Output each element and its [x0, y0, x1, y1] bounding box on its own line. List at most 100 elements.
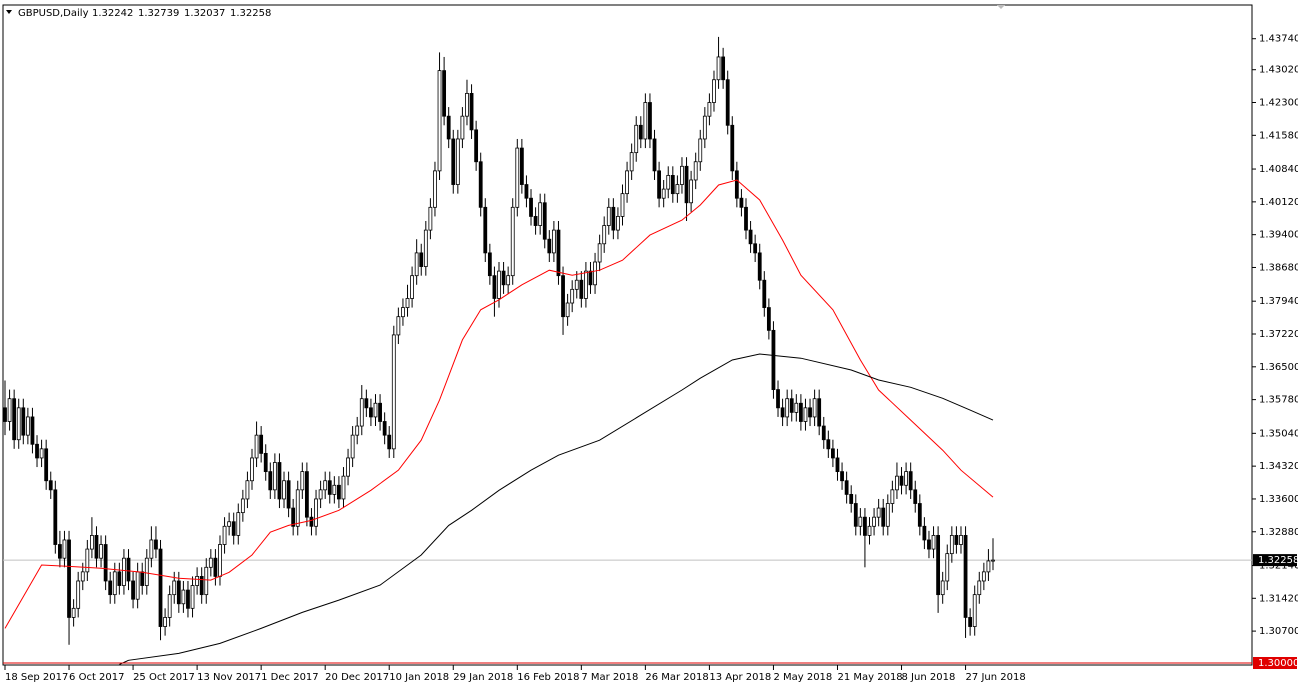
candle-body [721, 56, 726, 81]
candle-body [936, 535, 941, 596]
candle-body [25, 416, 30, 436]
candle-body [744, 206, 748, 231]
candle-body [455, 138, 460, 185]
x-tick-label: 25 Oct 2017 [133, 672, 195, 683]
candle-body [570, 288, 575, 304]
candle-body [314, 498, 318, 527]
candle-body [254, 434, 259, 459]
candle-body [625, 170, 629, 195]
candle-body [465, 93, 469, 117]
header-value: 1.32258 [230, 8, 271, 19]
candle-body [707, 102, 712, 117]
candle-body [643, 102, 648, 140]
candle-body [881, 507, 886, 527]
y-tick-label: 1.31420 [1259, 593, 1298, 604]
candle-body [300, 471, 305, 491]
plot [3, 36, 1252, 665]
candle-body [295, 489, 300, 527]
candle-body [927, 539, 931, 550]
y-tick-label: 1.30700 [1259, 626, 1298, 637]
header-value: 1.32739 [138, 8, 179, 19]
x-tick-label: 13 Nov 2017 [197, 672, 261, 683]
candle-body [899, 475, 904, 486]
candle-body [195, 576, 200, 586]
candle-body [908, 471, 913, 491]
candle-body [167, 594, 172, 618]
candle-body [739, 197, 744, 208]
candle-body [940, 580, 945, 596]
candle-body [497, 270, 501, 299]
candle-body [67, 539, 71, 618]
candle-body [401, 307, 405, 318]
candle-body [39, 448, 44, 459]
candle-body [149, 539, 154, 559]
candle-body [579, 279, 584, 299]
candle-body [785, 398, 790, 418]
candle-body [689, 179, 694, 204]
y-tick-label: 1.41580 [1259, 130, 1298, 141]
candle-body [446, 115, 451, 140]
menu-arrow[interactable] [6, 10, 12, 14]
candle-body [561, 275, 565, 318]
candle-body [410, 275, 414, 299]
candle-body [7, 398, 12, 422]
candle-body [794, 402, 799, 413]
candle-body [840, 471, 844, 482]
candle-body [968, 617, 973, 627]
candle-body [259, 434, 264, 454]
candle-body [529, 197, 533, 217]
candle-body [218, 544, 222, 577]
candle-body [629, 152, 634, 172]
candle-body [16, 407, 21, 441]
candle-body [433, 170, 437, 208]
candle-body [21, 407, 26, 436]
x-tick-label: 6 Oct 2017 [69, 672, 124, 683]
candle-body [277, 462, 282, 500]
candle-body [62, 539, 67, 559]
price-box [1253, 554, 1297, 567]
candle-body [551, 229, 556, 254]
x-tick-label: 10 Jan 2018 [389, 672, 449, 683]
candle-body [122, 557, 126, 586]
candle-body [748, 229, 753, 245]
candle-body [3, 407, 7, 422]
candle-body [506, 275, 511, 286]
candle-body [154, 539, 158, 550]
candle-body [954, 535, 959, 545]
y-tick-label: 1.35780 [1259, 395, 1298, 406]
candle-body [57, 544, 62, 559]
candle-body [487, 252, 492, 277]
candle-body [364, 398, 369, 409]
candle-body [222, 525, 227, 545]
candle-body [648, 102, 652, 140]
candle-body [588, 270, 593, 286]
candle-body [53, 489, 58, 545]
candle-body [117, 571, 122, 586]
candle-body [556, 229, 561, 277]
candle-body [812, 398, 817, 418]
candle-body [890, 489, 895, 504]
candle-body [620, 193, 625, 217]
moving-average-line [4, 179, 994, 629]
candle-body [803, 407, 808, 422]
candle-body [977, 580, 982, 596]
header-value: 1.32242 [92, 8, 133, 19]
candle-body [268, 471, 273, 491]
y-tick-label: 1.43740 [1259, 34, 1298, 45]
candle-body [405, 298, 410, 308]
candle-body [849, 493, 854, 504]
candle-body [387, 434, 392, 450]
candle-body [391, 334, 396, 450]
candle-body [76, 580, 81, 609]
candle-body [108, 580, 113, 596]
x-tick-label: 21 May 2018 [837, 672, 902, 683]
candle-body [80, 571, 85, 582]
y-tick-label: 1.43020 [1259, 65, 1298, 76]
candle-body [99, 544, 103, 559]
candle-body [657, 170, 661, 199]
y-tick-label: 1.38680 [1259, 262, 1298, 273]
candle-body [309, 516, 314, 527]
candle-body [213, 557, 218, 577]
candle-body [963, 535, 968, 618]
